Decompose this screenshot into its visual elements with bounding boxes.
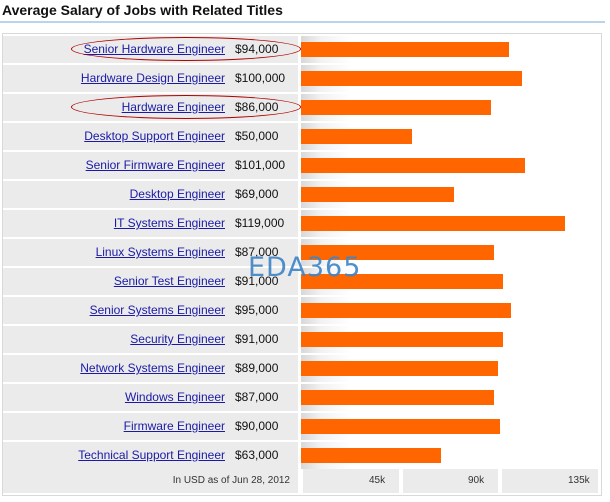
job-title-link[interactable]: Linux Systems Engineer (95, 245, 225, 259)
watermark-logo: EDA365 (248, 252, 362, 283)
table-row: Hardware Engineer $86,000 (3, 94, 600, 121)
salary-value: $50,000 (235, 129, 279, 143)
table-row: Windows Engineer $87,000 (3, 384, 600, 411)
salary-bar (301, 419, 500, 434)
job-title-link[interactable]: Hardware Design Engineer (80, 71, 225, 85)
salary-value: $63,000 (235, 448, 279, 462)
table-row: Security Engineer $91,000 (3, 326, 600, 353)
tick-cell (303, 469, 399, 493)
label-cell (3, 384, 298, 411)
table-row: Senior Hardware Engineer $94,000 (3, 36, 600, 63)
x-tick-label: 135k (568, 475, 590, 486)
label-cell (3, 152, 298, 179)
salary-bar (301, 42, 509, 57)
job-title-link[interactable]: Windows Engineer (124, 390, 225, 404)
salary-value: $91,000 (235, 332, 279, 346)
label-cell (3, 65, 298, 92)
x-tick-label: 45k (369, 475, 386, 486)
salary-bar (301, 303, 511, 318)
salary-bar (301, 216, 565, 231)
job-title-link[interactable]: Network Systems Engineer (80, 361, 225, 375)
salary-bar (301, 332, 503, 347)
label-cell (3, 123, 298, 150)
salary-bar (301, 390, 494, 405)
salary-bar (301, 187, 454, 202)
label-cell (3, 297, 298, 324)
label-cell (3, 210, 298, 237)
salary-value: $89,000 (235, 361, 279, 375)
salary-value: $95,000 (235, 303, 279, 317)
salary-value: $94,000 (235, 42, 279, 56)
salary-value: $91,000 (235, 274, 279, 288)
tick-cell (403, 469, 498, 493)
salary-value: $87,000 (235, 390, 279, 404)
table-row: Firmware Engineer $90,000 (3, 413, 600, 440)
label-cell (3, 413, 298, 440)
job-title-link[interactable]: Desktop Support Engineer (84, 129, 225, 143)
salary-bar (301, 158, 525, 173)
job-title-link[interactable]: Senior Firmware Engineer (85, 158, 225, 172)
table-row: Desktop Support Engineer $50,000 (3, 123, 600, 150)
footer-label-cell (3, 469, 298, 493)
table-row: Linux Systems Engineer $87,000 (3, 239, 600, 266)
salary-bar (301, 100, 491, 115)
job-title-link[interactable]: IT Systems Engineer (113, 216, 225, 230)
chart-title: Average Salary of Jobs with Related Titl… (2, 2, 283, 18)
table-row: Network Systems Engineer $89,000 (3, 355, 600, 382)
currency-date-note: In USD as of Jun 28, 2012 (172, 475, 290, 486)
label-cell (3, 181, 298, 208)
label-cell (3, 268, 298, 295)
job-title-link[interactable]: Technical Support Engineer (78, 448, 225, 462)
table-row: IT Systems Engineer $119,000 (3, 210, 600, 237)
table-row: Technical Support Engineer $63,000 (3, 442, 600, 469)
salary-value: $101,000 (235, 158, 286, 172)
table-row: Senior Test Engineer $91,000 (3, 268, 600, 295)
job-title-link[interactable]: Firmware Engineer (123, 419, 225, 433)
label-cell (3, 442, 298, 469)
salary-bar (301, 448, 441, 463)
salary-bar (301, 71, 522, 86)
label-cell (3, 94, 298, 121)
table-row: Senior Systems Engineer $95,000 (3, 297, 600, 324)
label-cell (3, 355, 298, 382)
job-title-link[interactable]: Hardware Engineer (121, 100, 225, 114)
table-row: Hardware Design Engineer $100,000 (3, 65, 600, 92)
salary-bar (301, 245, 494, 260)
label-cell (3, 239, 298, 266)
salary-value: $87,000 (235, 245, 279, 259)
job-title-link[interactable]: Senior Hardware Engineer (83, 42, 225, 56)
table-row: Desktop Engineer $69,000 (3, 181, 600, 208)
job-title-link[interactable]: Senior Test Engineer (113, 274, 225, 288)
salary-value: $100,000 (235, 71, 286, 85)
salary-value: $69,000 (235, 187, 279, 201)
job-title-link[interactable]: Security Engineer (130, 332, 225, 346)
salary-value: $119,000 (235, 216, 285, 230)
x-tick-label: 90k (468, 475, 485, 486)
chart-footer: In USD as of Jun 28, 2012 45k 90k 135k (3, 469, 600, 493)
table-row: Senior Firmware Engineer $101,000 (3, 152, 600, 179)
job-title-link[interactable]: Senior Systems Engineer (89, 303, 225, 317)
label-cell (3, 326, 298, 353)
tick-cell (502, 469, 598, 493)
salary-bar (301, 129, 412, 144)
salary-bar-chart: Senior Hardware Engineer $94,000 Hardware … (3, 36, 600, 474)
label-cell (3, 36, 298, 63)
salary-value: $90,000 (235, 419, 279, 433)
salary-value: $86,000 (235, 100, 279, 114)
title-divider (0, 21, 605, 23)
salary-bar (301, 274, 503, 289)
salary-bar (301, 361, 498, 376)
job-title-link[interactable]: Desktop Engineer (129, 187, 225, 201)
